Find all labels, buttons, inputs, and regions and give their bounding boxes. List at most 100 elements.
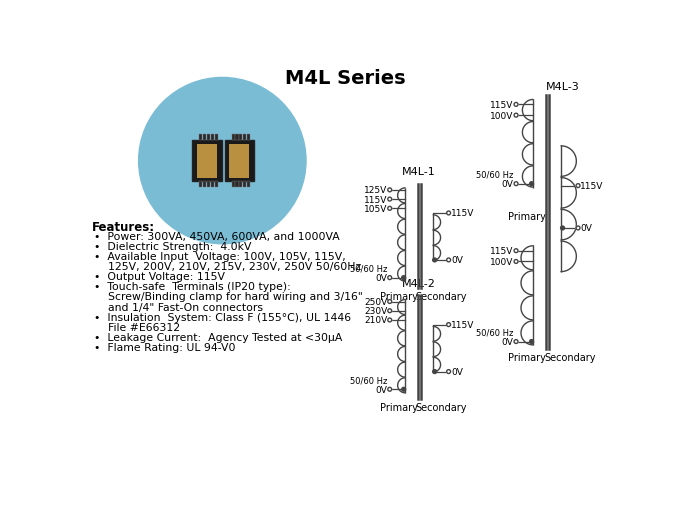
Circle shape xyxy=(447,323,450,327)
Bar xyxy=(247,135,250,140)
Text: 210V: 210V xyxy=(364,316,387,325)
Text: 50/60 Hz: 50/60 Hz xyxy=(350,376,387,385)
Text: Features:: Features: xyxy=(92,221,155,233)
Text: 50/60 Hz: 50/60 Hz xyxy=(350,264,387,273)
Bar xyxy=(211,182,214,187)
Text: 230V: 230V xyxy=(364,307,387,316)
Bar xyxy=(232,182,235,187)
Circle shape xyxy=(514,340,518,344)
Bar xyxy=(199,182,202,187)
Text: 0V: 0V xyxy=(375,385,387,394)
Text: •  Available Input  Voltage: 100V, 105V, 115V,: • Available Input Voltage: 100V, 105V, 1… xyxy=(94,252,346,262)
Circle shape xyxy=(433,259,437,262)
Bar xyxy=(211,135,214,140)
Text: 0V: 0V xyxy=(451,367,463,376)
Bar xyxy=(247,182,250,187)
Bar xyxy=(243,135,246,140)
Circle shape xyxy=(530,340,533,344)
Text: 125V, 200V, 210V, 215V, 230V, 250V 50/60Hz: 125V, 200V, 210V, 215V, 230V, 250V 50/60… xyxy=(94,262,361,272)
Text: Primary: Primary xyxy=(508,352,546,363)
Text: M4L Series: M4L Series xyxy=(286,69,406,88)
Text: Secondary: Secondary xyxy=(415,291,466,301)
Circle shape xyxy=(447,370,450,374)
Text: 115V: 115V xyxy=(451,321,475,329)
Text: M4L-1: M4L-1 xyxy=(402,167,436,177)
Circle shape xyxy=(402,388,406,391)
Circle shape xyxy=(402,276,406,280)
Circle shape xyxy=(514,260,518,264)
Text: Primary: Primary xyxy=(508,212,546,222)
Circle shape xyxy=(576,227,580,230)
Text: 115V: 115V xyxy=(490,100,514,110)
Text: Screw/Binding clamp for hard wiring and 3/16": Screw/Binding clamp for hard wiring and … xyxy=(94,292,362,302)
Text: 115V: 115V xyxy=(364,195,387,204)
Bar xyxy=(203,135,206,140)
Bar xyxy=(207,182,210,187)
Bar xyxy=(243,182,246,187)
Bar xyxy=(236,135,238,140)
Text: 50/60 Hz: 50/60 Hz xyxy=(477,328,514,337)
Text: 50/60 Hz: 50/60 Hz xyxy=(477,171,514,180)
Bar xyxy=(240,135,242,140)
Bar xyxy=(215,182,217,187)
Text: File #E66312: File #E66312 xyxy=(94,322,180,332)
Circle shape xyxy=(576,184,580,188)
Circle shape xyxy=(387,388,392,391)
Text: Secondary: Secondary xyxy=(415,402,466,413)
Bar xyxy=(230,144,250,178)
Text: Primary: Primary xyxy=(380,291,418,301)
Text: Secondary: Secondary xyxy=(545,352,596,363)
Text: 0V: 0V xyxy=(375,274,387,283)
Circle shape xyxy=(514,249,518,253)
Circle shape xyxy=(387,276,392,280)
Bar xyxy=(199,135,202,140)
Bar xyxy=(232,135,235,140)
Circle shape xyxy=(530,182,533,186)
Circle shape xyxy=(387,188,392,192)
Circle shape xyxy=(387,309,392,313)
Bar xyxy=(236,182,238,187)
Text: 0V: 0V xyxy=(451,256,463,265)
Circle shape xyxy=(387,319,392,322)
Text: 250V: 250V xyxy=(364,297,387,307)
Text: M4L-2: M4L-2 xyxy=(402,278,436,288)
Circle shape xyxy=(561,227,564,230)
Circle shape xyxy=(447,259,450,262)
Circle shape xyxy=(387,198,392,201)
Text: 115V: 115V xyxy=(451,209,475,218)
Circle shape xyxy=(514,114,518,118)
Circle shape xyxy=(447,212,450,216)
Circle shape xyxy=(514,182,518,186)
Text: •  Touch-safe  Terminals (IP20 type):: • Touch-safe Terminals (IP20 type): xyxy=(94,282,290,292)
Bar xyxy=(240,182,242,187)
Bar xyxy=(192,140,221,182)
Circle shape xyxy=(387,300,392,304)
Text: 115V: 115V xyxy=(580,182,603,191)
Bar xyxy=(215,135,217,140)
Bar xyxy=(203,182,206,187)
Text: 0V: 0V xyxy=(580,224,592,233)
Text: 115V: 115V xyxy=(490,246,514,256)
Circle shape xyxy=(387,207,392,211)
Circle shape xyxy=(514,103,518,107)
Circle shape xyxy=(433,370,437,374)
Text: and 1/4" Fast-On connectors: and 1/4" Fast-On connectors xyxy=(94,302,263,312)
Text: •  Power: 300VA, 450VA, 600VA, and 1000VA: • Power: 300VA, 450VA, 600VA, and 1000VA xyxy=(94,232,340,242)
Text: 105V: 105V xyxy=(364,205,387,214)
Text: •  Dielectric Strength:  4.0kV: • Dielectric Strength: 4.0kV xyxy=(94,242,251,252)
Circle shape xyxy=(138,78,306,244)
Text: 125V: 125V xyxy=(364,186,387,195)
Text: •  Insulation  System: Class F (155°C), UL 1446: • Insulation System: Class F (155°C), UL… xyxy=(94,312,351,322)
Text: •  Flame Rating: UL 94-V0: • Flame Rating: UL 94-V0 xyxy=(94,342,235,352)
Text: 0V: 0V xyxy=(502,180,514,189)
Text: 100V: 100V xyxy=(490,258,514,267)
Text: 100V: 100V xyxy=(490,112,514,120)
Text: M4L-3: M4L-3 xyxy=(545,82,579,92)
Text: Primary: Primary xyxy=(380,402,418,413)
Bar xyxy=(225,140,254,182)
Text: •  Leakage Current:  Agency Tested at <30μA: • Leakage Current: Agency Tested at <30μ… xyxy=(94,332,342,342)
Bar xyxy=(207,135,210,140)
Bar xyxy=(196,144,217,178)
Text: 0V: 0V xyxy=(502,337,514,346)
Text: •  Output Voltage: 115V: • Output Voltage: 115V xyxy=(94,272,225,282)
